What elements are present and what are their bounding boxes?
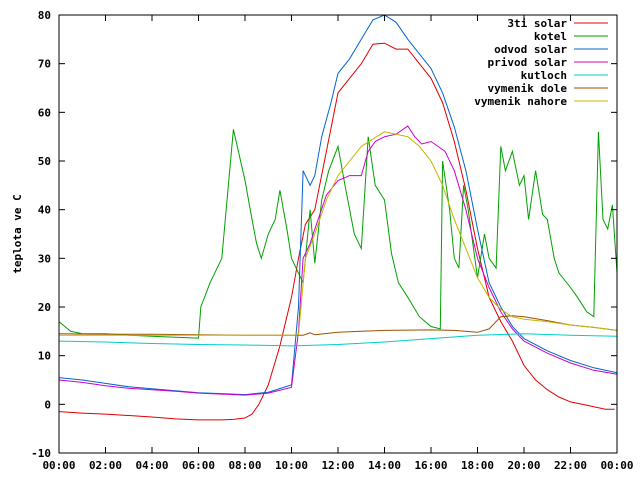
x-tick-label: 00:00 bbox=[600, 459, 633, 472]
series-line-1 bbox=[58, 42, 615, 421]
legend-label: privod solar bbox=[488, 56, 568, 69]
legend-label: kutloch bbox=[521, 69, 567, 82]
y-tick-label: 60 bbox=[38, 106, 51, 119]
x-tick-label: 22:00 bbox=[554, 459, 587, 472]
series-line-7 bbox=[59, 131, 618, 336]
x-tick-label: 00:00 bbox=[42, 459, 75, 472]
x-tick-label: 12:00 bbox=[321, 459, 354, 472]
series-layer bbox=[58, 14, 618, 421]
legend-label: 3ti solar bbox=[507, 17, 567, 30]
x-tick-label: 18:00 bbox=[461, 459, 494, 472]
y-tick-label: 30 bbox=[38, 252, 51, 265]
x-tick-label: 16:00 bbox=[414, 459, 447, 472]
legend-label: vymenik dole bbox=[488, 82, 568, 95]
x-tick-label: 20:00 bbox=[507, 459, 540, 472]
x-tick-label: 02:00 bbox=[89, 459, 122, 472]
y-tick-label: -10 bbox=[31, 447, 51, 460]
legend-label: vymenik nahore bbox=[474, 95, 567, 108]
series-line-2 bbox=[58, 129, 618, 339]
y-tick-label: 40 bbox=[38, 204, 51, 217]
x-tick-label: 14:00 bbox=[368, 459, 401, 472]
y-tick-label: 50 bbox=[38, 155, 51, 168]
y-tick-label: 20 bbox=[38, 301, 51, 314]
series-line-5 bbox=[58, 333, 618, 347]
y-tick-label: 80 bbox=[38, 9, 51, 22]
legend-label: kotel bbox=[534, 30, 567, 43]
y-axis-title: teplota ve C bbox=[11, 194, 24, 273]
y-tick-label: 0 bbox=[44, 398, 51, 411]
x-tick-label: 10:00 bbox=[275, 459, 308, 472]
ticks-layer: 00:00 02:00 04:00 06:00 08:00 10:00 12:00 14:00… bbox=[31, 9, 633, 472]
y-tick-label: 70 bbox=[38, 58, 51, 71]
x-tick-label: 04:00 bbox=[135, 459, 168, 472]
legend-label: odvod solar bbox=[494, 43, 567, 56]
y-tick-label: 10 bbox=[38, 350, 51, 363]
x-tick-label: 06:00 bbox=[182, 459, 215, 472]
series-line-4 bbox=[58, 125, 618, 396]
x-tick-label: 08:00 bbox=[228, 459, 261, 472]
